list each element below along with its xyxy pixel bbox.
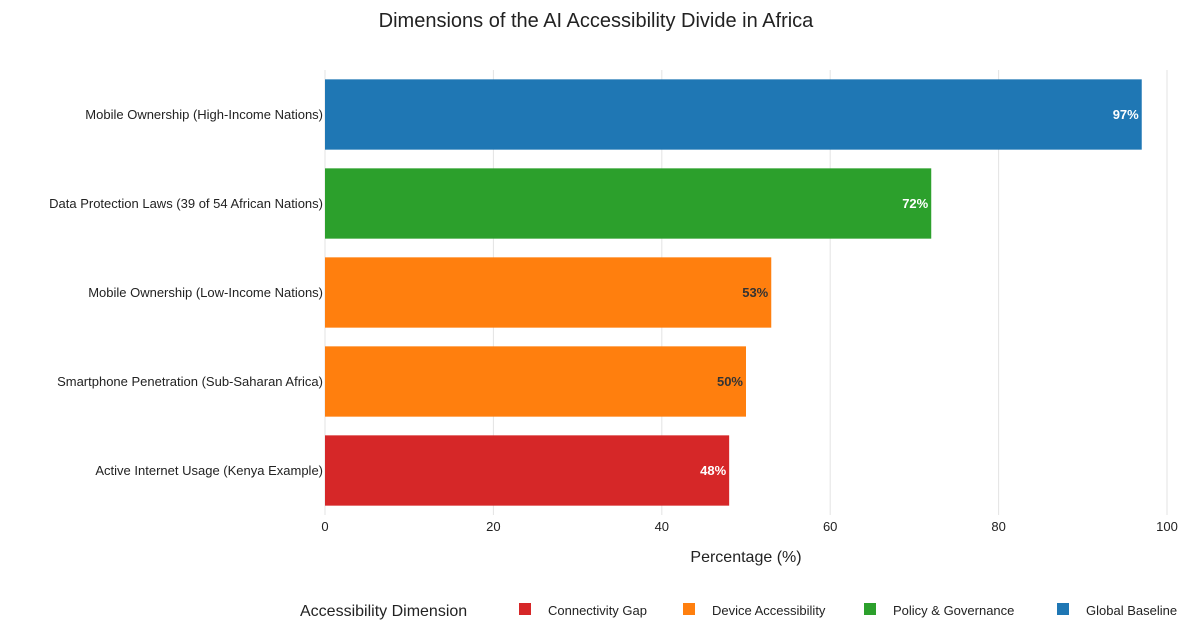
data-label: 72% bbox=[902, 196, 928, 211]
legend-entry-label: Global Baseline bbox=[1086, 603, 1177, 618]
x-tick-label: 60 bbox=[823, 519, 837, 534]
x-tick-label: 100 bbox=[1156, 519, 1178, 534]
x-tick-label: 80 bbox=[991, 519, 1005, 534]
x-tick-label: 40 bbox=[655, 519, 669, 534]
legend-title: Accessibility Dimension bbox=[300, 603, 467, 620]
x-tick-label: 20 bbox=[486, 519, 500, 534]
x-tick-label: 0 bbox=[321, 519, 328, 534]
bar bbox=[325, 257, 772, 328]
bar bbox=[325, 435, 730, 506]
bars bbox=[325, 79, 1142, 506]
data-label: 53% bbox=[742, 285, 768, 300]
bar bbox=[325, 168, 932, 239]
bar bbox=[325, 346, 746, 417]
chart-title: Dimensions of the AI Accessibility Divid… bbox=[379, 10, 815, 32]
data-label: 97% bbox=[1113, 107, 1139, 122]
x-axis-label: Percentage (%) bbox=[690, 549, 801, 566]
legend-swatch bbox=[519, 603, 531, 615]
category-label: Data Protection Laws (39 of 54 African N… bbox=[49, 196, 323, 211]
category-label: Mobile Ownership (High-Income Nations) bbox=[85, 107, 323, 122]
legend-swatch bbox=[683, 603, 695, 615]
legend-entry-label: Policy & Governance bbox=[893, 603, 1014, 618]
data-labels: 97% 72% 53% 50% 48% bbox=[700, 107, 1139, 478]
category-labels: Mobile Ownership (High-Income Nations) Da… bbox=[49, 107, 323, 478]
bar bbox=[325, 79, 1142, 150]
legend-entry-label: Device Accessibility bbox=[712, 603, 826, 618]
legend-swatch bbox=[864, 603, 876, 615]
legend-entry-label: Connectivity Gap bbox=[548, 603, 647, 618]
legend: Accessibility Dimension Connectivity Gap… bbox=[300, 603, 1177, 620]
category-label: Smartphone Penetration (Sub-Saharan Afri… bbox=[57, 374, 323, 389]
x-tick-labels: 0 20 40 60 80 100 bbox=[321, 519, 1177, 534]
data-label: 50% bbox=[717, 374, 743, 389]
data-label: 48% bbox=[700, 463, 726, 478]
category-label: Mobile Ownership (Low-Income Nations) bbox=[88, 285, 323, 300]
category-label: Active Internet Usage (Kenya Example) bbox=[95, 463, 323, 478]
legend-swatch bbox=[1057, 603, 1069, 615]
